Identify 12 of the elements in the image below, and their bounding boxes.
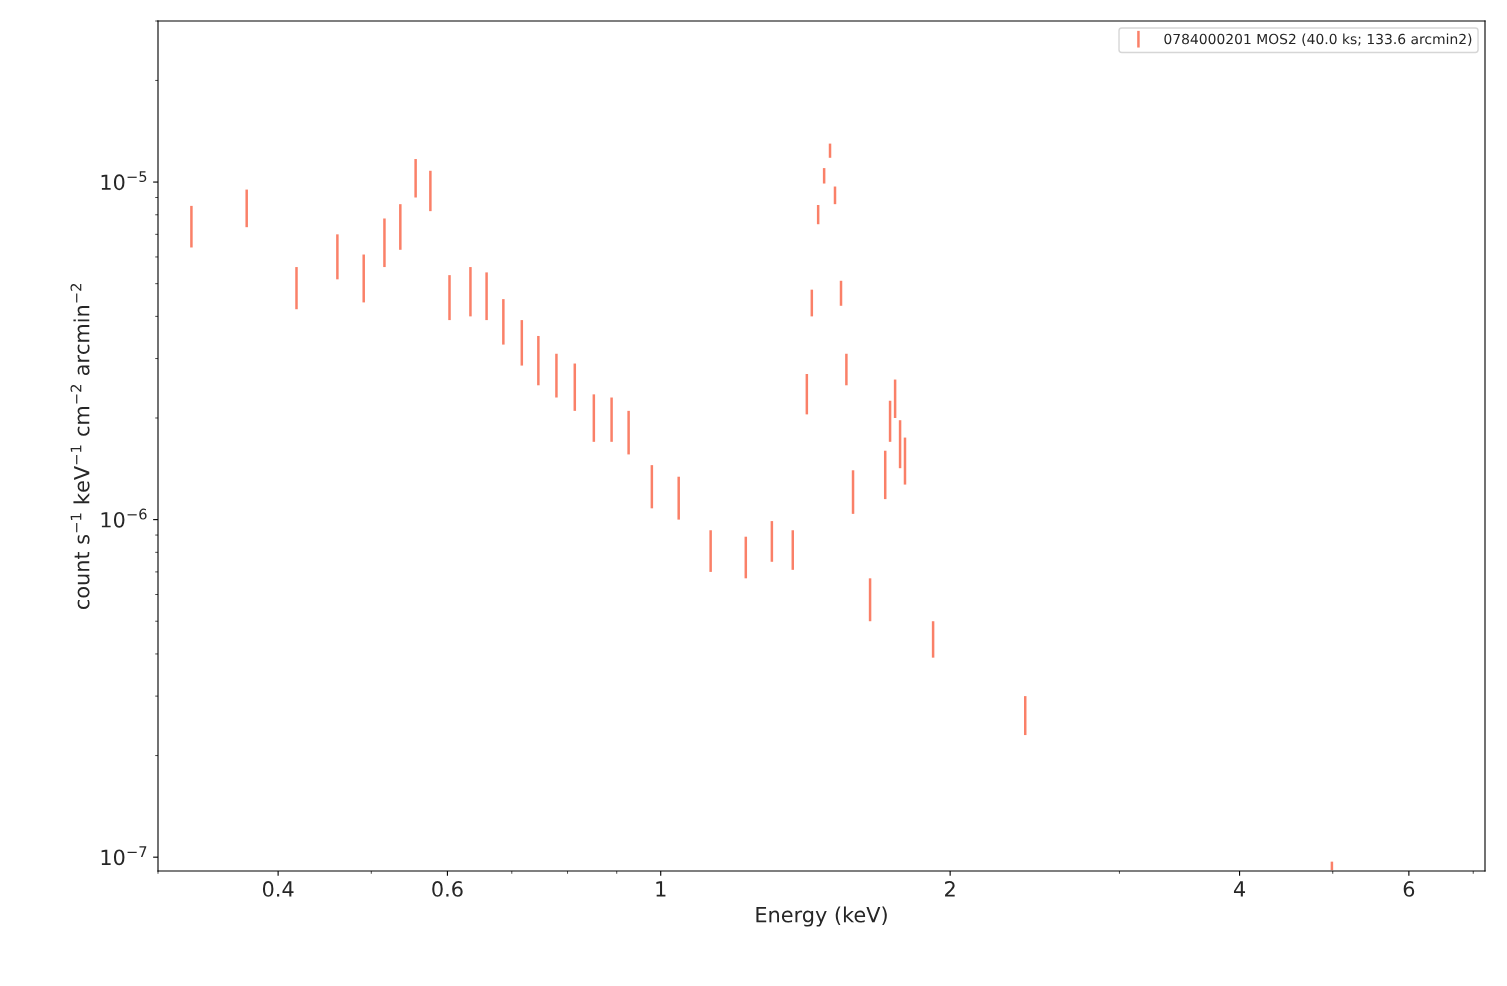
y-tick-label: 10$^{−6}$ [101, 508, 147, 528]
legend-label: 0784000201 MOS2 (40.0 ks; 133.6 arcmin2) [1164, 33, 1472, 46]
x-tick-label: 0.4 [262, 881, 294, 897]
x-tick-label: 0.6 [432, 881, 463, 897]
x-tick-label: 2 [945, 881, 955, 897]
y-tick-label: 10$^{−5}$ [101, 171, 147, 191]
x-tick-label: 4 [1233, 881, 1246, 897]
x-tick-label: 6 [1403, 881, 1415, 897]
y-tick-label: 10$^{−7}$ [101, 846, 147, 866]
x-axis-title: Energy (keV) [756, 906, 887, 927]
y-axis-title: count s$^{−1}$ keV$^{−1}$ cm$^{−2}$ arcmin$^{−2}$ [70, 284, 90, 610]
x-tick-label: 1 [656, 881, 666, 897]
